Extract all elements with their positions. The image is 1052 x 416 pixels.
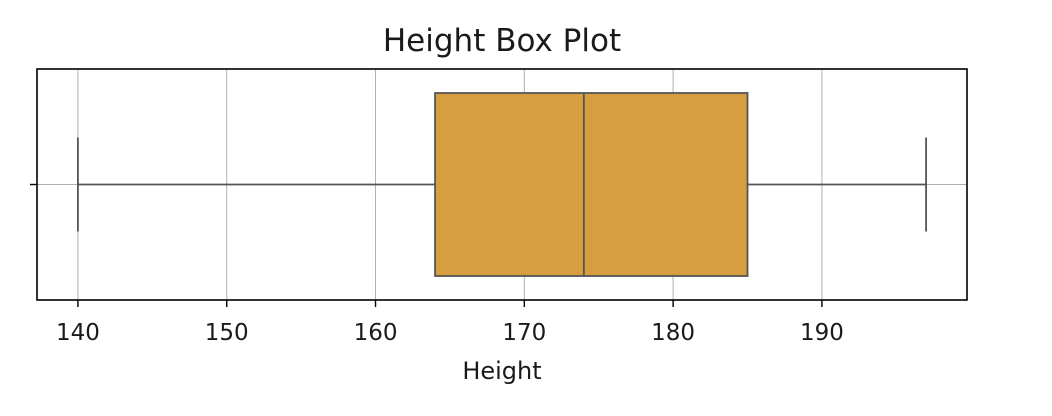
box-plot-group: [77, 92, 927, 277]
chart-title: Height Box Plot: [383, 23, 621, 59]
x-axis-label: Height: [462, 357, 541, 385]
x-tick-label: 140: [56, 320, 100, 346]
x-tick-label: 160: [354, 320, 398, 346]
x-tick-label: 170: [502, 320, 546, 346]
x-tick-label: 150: [205, 320, 249, 346]
interquartile-box: [434, 92, 749, 277]
x-tick-label: 190: [800, 320, 844, 346]
x-axis-ticks: 140 150 160 170 180 190: [30, 183, 844, 346]
x-tick-label: 180: [651, 320, 695, 346]
